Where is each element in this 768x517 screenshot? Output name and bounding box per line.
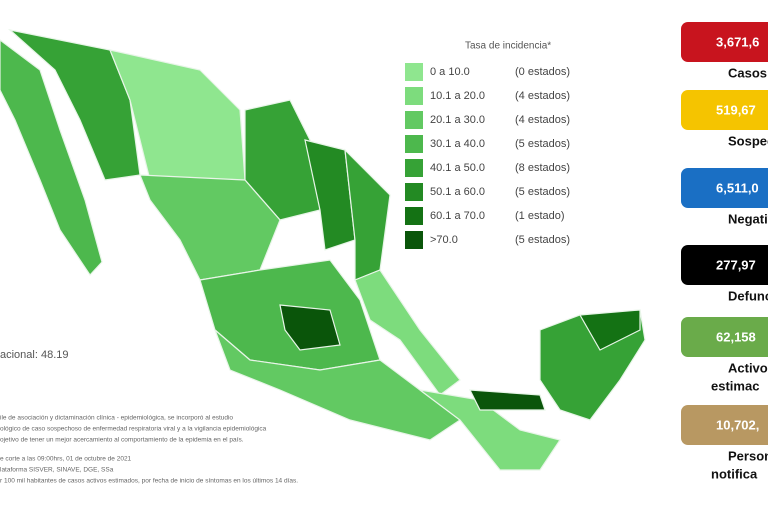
stat-label: Person: [728, 448, 768, 463]
region: [304, 139, 356, 251]
legend-count: (0 estados): [515, 66, 570, 78]
stat-label: Casos: [728, 65, 767, 80]
legend-count: (1 estado): [515, 210, 565, 222]
footnote: ológico de caso sospechoso de enfermedad…: [0, 426, 267, 433]
region: [579, 309, 641, 351]
legend-range: 40.1 a 50.0: [430, 162, 485, 174]
legend-range: 60.1 a 70.0: [430, 210, 485, 222]
region: [354, 269, 461, 396]
stat-box: [681, 22, 768, 62]
legend-swatch: [405, 183, 423, 201]
footnote: r 100 mil habitantes de casos activos es…: [0, 478, 298, 485]
legend-swatch: [405, 87, 423, 105]
legend-swatch: [405, 63, 423, 81]
legend-title: Tasa de incidencia*: [465, 41, 551, 52]
legend-range: 30.1 a 40.0: [430, 138, 485, 150]
stat-box: [681, 245, 768, 285]
legend-count: (5 estados): [515, 234, 570, 246]
stat-value: 277,97: [716, 257, 756, 272]
legend-count: (4 estados): [515, 114, 570, 126]
stat-label: Sospech: [728, 133, 768, 148]
footnote: ojetivo de tener un mejor acercamiento a…: [0, 437, 244, 444]
stat-box: [681, 168, 768, 208]
legend-swatch: [405, 231, 423, 249]
legend-swatch: [405, 111, 423, 129]
footnote: lataforma SISVER, SINAVE, DGE, SSa: [0, 467, 114, 474]
stat-label: Defuncio: [728, 288, 768, 303]
legend-swatch: [405, 207, 423, 225]
stat-box: [681, 90, 768, 130]
stat-label: estimac: [711, 378, 759, 393]
legend-count: (5 estados): [515, 186, 570, 198]
legend-count: (8 estados): [515, 162, 570, 174]
stat-label: Negativ: [728, 211, 768, 226]
national-rate: acional: 48.19: [0, 349, 69, 361]
stat-value: 10,702,: [716, 417, 759, 432]
stat-value: 3,671,6: [716, 34, 759, 49]
legend-count: (4 estados): [515, 90, 570, 102]
map: [0, 28, 646, 471]
stat-label: notifica: [711, 466, 758, 481]
stat-value: 62,158: [716, 329, 756, 344]
legend-count: (5 estados): [515, 138, 570, 150]
legend-range: 20.1 a 30.0: [430, 114, 485, 126]
legend-range: >70.0: [430, 234, 458, 246]
footnote: ile de asociación y dictaminación clínic…: [0, 415, 233, 422]
region: [344, 148, 391, 281]
legend-swatch: [405, 159, 423, 177]
region: [0, 39, 103, 276]
region: [468, 389, 546, 411]
legend-range: 50.1 a 60.0: [430, 186, 485, 198]
stat-box: [681, 317, 768, 357]
legend-swatch: [405, 135, 423, 153]
stat-value: 6,511,0: [716, 180, 759, 195]
stat-box: [681, 405, 768, 445]
stat-label: Activo: [728, 360, 768, 375]
footnote: e corte a las 09:00hrs, 01 de octubre de…: [0, 456, 132, 463]
stat-value: 519,67: [716, 102, 756, 117]
region: [279, 304, 341, 351]
legend-range: 10.1 a 20.0: [430, 90, 485, 102]
legend-range: 0 a 10.0: [430, 66, 470, 78]
